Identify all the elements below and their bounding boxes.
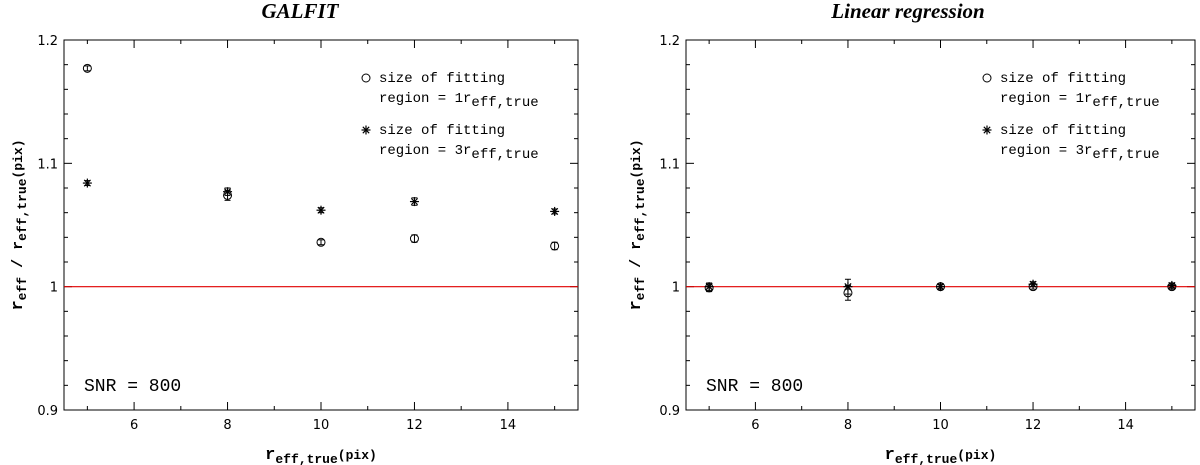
data-point-asterisk (1028, 279, 1038, 289)
x-axis-label-base: r (885, 446, 895, 465)
x-tick-label: 14 (500, 418, 517, 433)
x-axis-label-subscript: eff,true (275, 452, 338, 465)
data-point-circle (409, 234, 419, 244)
x-tick-label: 10 (313, 418, 330, 433)
y-tick-label: 1.2 (659, 34, 680, 49)
data-point-asterisk (550, 206, 560, 216)
y-axis-label-base: r (9, 300, 28, 310)
legend-region-subscript: eff,true (471, 147, 538, 163)
x-axis-label-subscript: eff,true (895, 452, 958, 465)
y-axis-label-subscript-2: eff,true (15, 178, 30, 241)
data-point-asterisk (316, 205, 326, 215)
legend-region-subscript: eff,true (471, 95, 538, 111)
x-tick-label: 8 (844, 418, 852, 433)
y-axis-label: reff / reff,true(pix) (627, 139, 648, 310)
data-point-asterisk (1167, 280, 1177, 290)
data-point-circle (316, 237, 326, 247)
data-point-asterisk (704, 282, 714, 292)
x-axis-label-base: r (265, 446, 275, 465)
x-tick-label: 12 (1025, 418, 1042, 433)
x-axis-label-unit: (pix) (957, 448, 996, 463)
chart-title: GALFIT (261, 0, 339, 23)
chart-title: Linear regression (830, 0, 984, 23)
x-axis-label: reff,true(pix) (885, 446, 997, 465)
y-axis-label-subscript: eff (15, 277, 30, 301)
y-tick-label: 1.1 (659, 157, 680, 172)
y-tick-label: 0.9 (37, 404, 58, 419)
y-tick-label: 1.1 (37, 157, 58, 172)
legend-region-subscript: eff,true (1092, 147, 1159, 163)
y-axis-label-divider: / r (10, 241, 27, 277)
legend-region-subscript: eff,true (1092, 95, 1159, 111)
data-point-circle (550, 241, 560, 251)
snr-annotation: SNR = 800 (706, 377, 803, 397)
y-axis-label: reff / reff,true(pix) (9, 139, 30, 310)
legend-asterisk-marker (982, 125, 992, 135)
legend-text: size of fitting (379, 123, 505, 139)
y-axis-label-subscript: eff (633, 277, 648, 301)
x-axis-label-unit: (pix) (338, 448, 377, 463)
x-tick-label: 8 (223, 418, 231, 433)
x-axis-label: reff,true(pix) (265, 446, 377, 465)
y-axis-label-base: r (627, 300, 646, 310)
snr-annotation: SNR = 800 (84, 377, 181, 397)
y-tick-label: 0.9 (659, 404, 680, 419)
legend-text: size of fitting (379, 71, 505, 87)
legend-text-region: region = 1reff,true (1000, 91, 1160, 111)
legend-text-region: region = 3reff,true (1000, 143, 1160, 163)
legend-text: size of fitting (1000, 123, 1126, 139)
legend-text-region: region = 1reff,true (379, 91, 539, 111)
data-point-asterisk (843, 282, 853, 292)
y-axis-label-divider: / r (628, 241, 645, 277)
x-tick-label: 6 (130, 418, 138, 433)
legend-region-base: region = 1r (379, 91, 471, 107)
x-tick-label: 14 (1117, 418, 1134, 433)
x-tick-label: 10 (932, 418, 949, 433)
legend-circle-marker (361, 73, 371, 83)
legend-region-base: region = 1r (1000, 91, 1092, 107)
y-tick-label: 1.2 (37, 34, 58, 49)
y-tick-label: 1 (50, 281, 58, 296)
legend-asterisk-marker (361, 125, 371, 135)
data-point-asterisk (82, 178, 92, 188)
legend-region-base: region = 3r (1000, 143, 1092, 159)
x-tick-label: 12 (406, 418, 423, 433)
y-axis-label-subscript-2: eff,true (633, 178, 648, 241)
data-point-asterisk (409, 197, 419, 207)
x-tick-label: 6 (751, 418, 759, 433)
data-point-circle (82, 63, 92, 73)
data-point-asterisk (223, 187, 233, 197)
data-point-asterisk (936, 282, 945, 292)
y-tick-label: 1 (672, 281, 680, 296)
legend-circle-marker (982, 73, 992, 83)
legend-text-region: region = 3reff,true (379, 143, 539, 163)
legend-region-base: region = 3r (379, 143, 471, 159)
y-axis-label-unit: (pix) (629, 139, 644, 178)
y-axis-label-unit: (pix) (11, 139, 26, 178)
legend-text: size of fitting (1000, 71, 1126, 87)
